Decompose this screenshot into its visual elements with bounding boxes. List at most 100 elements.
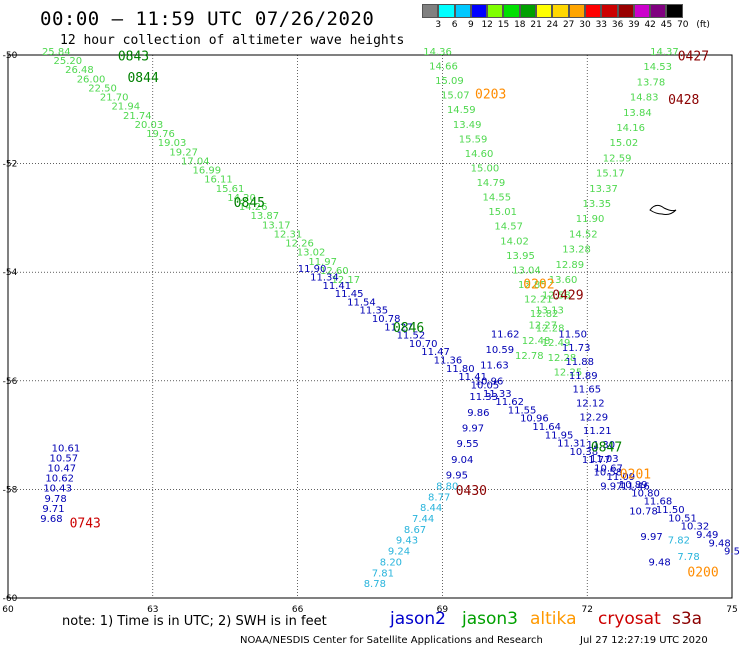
wave-height-value: 17.04: [181, 156, 210, 167]
wave-height-value: 12.89: [556, 260, 585, 271]
color-legend-swatches: [422, 4, 683, 18]
wave-height-value: 14.02: [500, 236, 529, 247]
wave-height-value: 11.77: [582, 455, 611, 466]
wave-height-value: 10.51: [668, 513, 697, 524]
wave-height-value: 10.67: [594, 464, 623, 475]
wave-height-value: 21.70: [100, 93, 129, 104]
wave-height-value: 10.57: [50, 453, 79, 464]
wave-height-value: 11.27: [384, 322, 413, 333]
color-swatch: [584, 4, 602, 18]
wave-height-value: 11.52: [397, 331, 426, 342]
wave-height-value: 12.60: [320, 266, 349, 277]
color-legend-tick: 6: [451, 20, 458, 30]
wave-height-value: 15.07: [441, 91, 470, 102]
lat-tick-label: -52: [3, 160, 18, 170]
wave-height-value: 12.59: [603, 153, 632, 164]
satellite-legend-s3a: s3a: [672, 609, 703, 629]
wave-height-value: 9.97: [600, 481, 622, 492]
color-swatch: [633, 4, 651, 18]
wave-height-value: 11.63: [480, 361, 509, 372]
wave-height-value: 11.30: [586, 440, 615, 451]
wave-height-value: 14.79: [477, 178, 506, 189]
wave-height-value: 15.02: [610, 138, 639, 149]
wave-height-value: 13.95: [506, 251, 535, 262]
wave-height-value: 14.36: [423, 47, 452, 58]
wave-height-value: 7.44: [412, 514, 434, 525]
wave-height-value: 9.24: [388, 547, 410, 558]
lon-tick-label: 60: [2, 605, 14, 615]
wave-height-value: 19.27: [169, 147, 198, 158]
wave-height-value: 11.41: [322, 281, 351, 292]
wave-height-value: 9.71: [42, 504, 64, 515]
footer-note: note: 1) Time is in UTC; 2) SWH is in fe…: [62, 614, 327, 629]
wave-height-value: 11.46: [621, 481, 650, 492]
color-legend-tick: 45: [660, 20, 673, 30]
wave-height-value: 11.89: [569, 371, 598, 382]
wave-height-value: 10.61: [52, 443, 81, 454]
color-legend-tick: 39: [628, 20, 640, 30]
wave-height-value: 11.47: [421, 347, 450, 358]
wave-height-value: 12.21: [524, 295, 553, 306]
island-outline: [649, 204, 677, 215]
wave-height-value: 10.78: [372, 314, 401, 325]
wave-height-value: 10.43: [43, 484, 72, 495]
wave-height-value: 14.26: [239, 202, 268, 213]
lat-tick-label: -50: [3, 51, 18, 61]
wave-height-value: 11.90: [576, 214, 605, 225]
lon-tick-label: 75: [726, 605, 737, 615]
color-legend-tick: 27: [562, 20, 575, 30]
wave-height-value: 15.59: [459, 134, 488, 145]
wave-height-value: 11.41: [458, 372, 487, 383]
wave-height-value: 11.50: [656, 505, 685, 516]
wave-height-value: 11.95: [545, 430, 574, 441]
color-swatch: [519, 4, 537, 18]
wave-height-value: 10.89: [619, 480, 648, 491]
wave-height-value: 9.04: [451, 455, 473, 466]
wave-height-value: 11.62: [491, 329, 520, 340]
color-legend-unit: (ft): [696, 20, 710, 30]
wave-height-value: 21.74: [123, 111, 152, 122]
wave-height-value: 10.32: [681, 522, 710, 533]
wave-height-value: 11.31: [557, 439, 586, 450]
lon-tick-label: 63: [147, 605, 158, 615]
page-title: 00:00 – 11:59 UTC 07/26/2020: [40, 8, 375, 30]
color-swatch: [470, 4, 488, 18]
color-swatch: [438, 4, 455, 18]
wave-height-value: 8.80: [436, 481, 458, 492]
color-legend-tick: 24: [546, 20, 559, 30]
wave-height-value: 19.03: [158, 138, 187, 149]
color-swatch: [536, 4, 553, 18]
color-legend-tick: 12: [481, 20, 493, 30]
wave-height-value: 15.00: [471, 163, 500, 174]
wave-height-value: 9.48: [648, 557, 670, 568]
color-legend-tick: 36: [611, 20, 624, 30]
wave-height-value: 11.65: [572, 385, 601, 396]
wave-height-value: 11.03: [590, 454, 619, 465]
wave-height-value: 9.78: [44, 494, 66, 505]
wave-height-value: 14.59: [447, 105, 476, 116]
wave-height-value: 14.52: [569, 229, 598, 240]
wave-height-value: 11.36: [434, 356, 463, 367]
wave-height-value: 11.90: [298, 264, 327, 275]
wave-height-value: 10.62: [45, 474, 74, 485]
pass-time-label: 0429: [552, 288, 583, 303]
wave-height-value: 11.54: [347, 297, 376, 308]
wave-height-value: 12.17: [332, 275, 361, 286]
wave-height-value: 12.27: [528, 321, 557, 332]
wave-height-value: 9.97: [462, 423, 484, 434]
wave-height-value: 14.37: [650, 47, 679, 58]
wave-height-value: 9.5: [724, 547, 740, 558]
wave-height-value: 7.82: [668, 536, 690, 547]
wave-height-value: 15.09: [435, 76, 464, 87]
wave-height-value: 11.62: [495, 397, 524, 408]
wave-height-value: 14.83: [630, 93, 659, 104]
color-legend-tick: 42: [644, 20, 656, 30]
wave-height-value: 9.68: [40, 514, 62, 525]
satellite-legend-jason2: jason2: [390, 609, 446, 629]
lat-tick-label: -60: [3, 594, 18, 604]
color-legend-tick: 70: [677, 20, 689, 30]
wave-height-value: 8.67: [404, 525, 426, 536]
lat-tick-label: -58: [3, 485, 18, 495]
lat-tick-label: -54: [3, 268, 18, 278]
